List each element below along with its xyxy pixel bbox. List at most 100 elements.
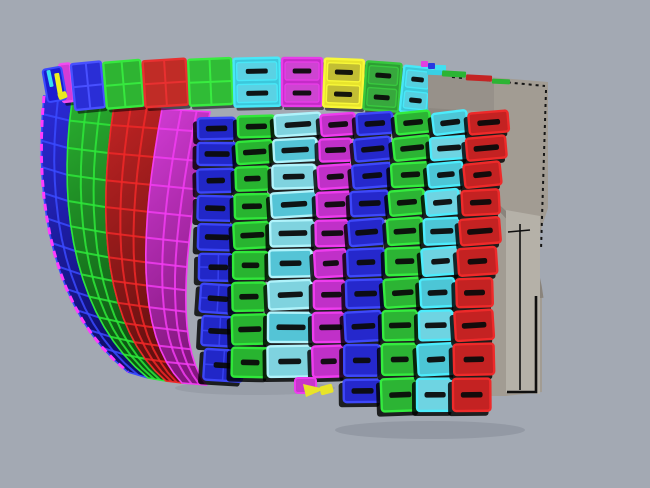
sheer-plate[interactable] <box>186 56 236 110</box>
sheer-plate[interactable] <box>362 60 404 116</box>
shell-plate[interactable] <box>463 109 511 140</box>
shell-plate[interactable] <box>228 220 273 255</box>
sheer-plate[interactable] <box>141 57 191 111</box>
shell-plate[interactable] <box>449 308 496 347</box>
shell-plate[interactable] <box>227 281 267 316</box>
shell-plate[interactable] <box>420 187 462 222</box>
plate-label-mark <box>373 94 390 101</box>
shell-plate[interactable] <box>194 282 238 319</box>
shell-plate[interactable] <box>425 134 470 166</box>
plate-label-mark <box>321 291 342 298</box>
shell-plate[interactable] <box>458 160 503 194</box>
edge-sliver <box>426 69 443 76</box>
shell-plate[interactable] <box>308 279 351 314</box>
shell-plate[interactable] <box>451 277 495 313</box>
plate-label-mark <box>206 177 226 184</box>
shell-plate[interactable] <box>265 218 317 252</box>
shell-plate[interactable] <box>454 215 502 251</box>
sheer-plate[interactable] <box>232 56 283 111</box>
shell-plate[interactable] <box>411 377 455 417</box>
shell-plate[interactable] <box>228 250 270 284</box>
hull-strake-red-strake[interactable] <box>104 105 184 385</box>
shell-plate[interactable] <box>377 309 419 346</box>
frame-line <box>108 152 155 158</box>
shell-plate[interactable] <box>345 189 391 222</box>
frame-line <box>112 279 148 287</box>
plate-label-mark <box>409 97 422 104</box>
shell-plate[interactable] <box>382 216 425 251</box>
shell-plate[interactable] <box>343 217 387 252</box>
keel-bar[interactable] <box>506 210 540 394</box>
shell-plate[interactable] <box>422 160 466 194</box>
shell-plate[interactable] <box>342 247 387 282</box>
frame-line <box>166 361 196 366</box>
strake-col-5-blue <box>338 110 395 408</box>
frame-line <box>150 183 197 191</box>
strake-col-3-cyan <box>262 111 323 383</box>
shell-plate[interactable] <box>192 141 238 171</box>
frame-line <box>146 284 186 292</box>
shell-plate[interactable] <box>226 313 270 350</box>
shell-plate[interactable] <box>456 188 501 221</box>
shell-plate[interactable] <box>376 342 419 381</box>
shell-plate[interactable] <box>231 138 275 170</box>
sheer-plate[interactable] <box>102 58 147 113</box>
shell-plate[interactable] <box>267 163 317 194</box>
shell-plate[interactable] <box>229 192 271 224</box>
frame-line <box>110 335 135 344</box>
shell-plate[interactable] <box>232 114 277 143</box>
soft-shadow <box>335 421 525 439</box>
shell-plate[interactable] <box>418 216 462 250</box>
shell-plate[interactable] <box>307 344 347 383</box>
shell-plate[interactable] <box>311 190 355 223</box>
shell-plate[interactable] <box>378 276 424 314</box>
shell-plate[interactable] <box>384 187 427 222</box>
shell-plate[interactable] <box>461 134 508 166</box>
sheer-plate[interactable] <box>321 57 366 113</box>
sheer-plate[interactable] <box>280 56 325 111</box>
shell-plate[interactable] <box>265 189 319 223</box>
shell-plate[interactable] <box>338 378 383 408</box>
sheer-plate[interactable] <box>69 60 108 114</box>
shell-plate[interactable] <box>192 194 235 226</box>
shell-plate[interactable] <box>315 111 357 142</box>
shell-plate[interactable] <box>192 222 238 256</box>
shell-plate[interactable] <box>339 309 384 348</box>
shell-plate[interactable] <box>310 218 351 252</box>
shell-plate[interactable] <box>312 162 355 195</box>
plate-label-mark <box>207 295 229 303</box>
seam-line <box>161 110 193 385</box>
shell-plate[interactable] <box>347 161 394 195</box>
shell-plate[interactable] <box>388 134 433 167</box>
plate-label-mark <box>469 199 492 206</box>
shell-plate[interactable] <box>230 165 271 196</box>
edge-sliver <box>57 91 68 100</box>
shell-plate[interactable] <box>380 246 426 281</box>
shell-plate[interactable] <box>309 248 349 283</box>
shell-plate[interactable] <box>412 342 457 381</box>
shell-plate[interactable] <box>447 377 492 417</box>
plate-label-mark <box>282 173 305 180</box>
shell-plate[interactable] <box>448 342 496 381</box>
hull-strake-green-strake[interactable] <box>66 101 169 383</box>
shell-plate[interactable] <box>413 309 454 346</box>
shell-plate[interactable] <box>415 276 457 313</box>
plate-label-mark <box>426 356 446 363</box>
shell-plate[interactable] <box>339 343 381 381</box>
shell-plate[interactable] <box>262 344 314 383</box>
shell-plate[interactable] <box>192 167 236 198</box>
shell-plate[interactable] <box>226 346 271 383</box>
shell-plate[interactable] <box>314 137 354 167</box>
shell-plate[interactable] <box>262 311 316 348</box>
shell-plate[interactable] <box>269 111 323 142</box>
shell-plate[interactable] <box>340 278 387 314</box>
shell-plate[interactable] <box>263 278 314 315</box>
shell-plate[interactable] <box>193 252 239 286</box>
centerline-structure-top-patch[interactable] <box>428 74 494 112</box>
shell-plate[interactable] <box>264 248 313 283</box>
shell-plate[interactable] <box>268 136 319 168</box>
shell-plate[interactable] <box>192 116 237 145</box>
shell-plate[interactable] <box>349 135 393 167</box>
shell-plate[interactable] <box>452 245 499 282</box>
